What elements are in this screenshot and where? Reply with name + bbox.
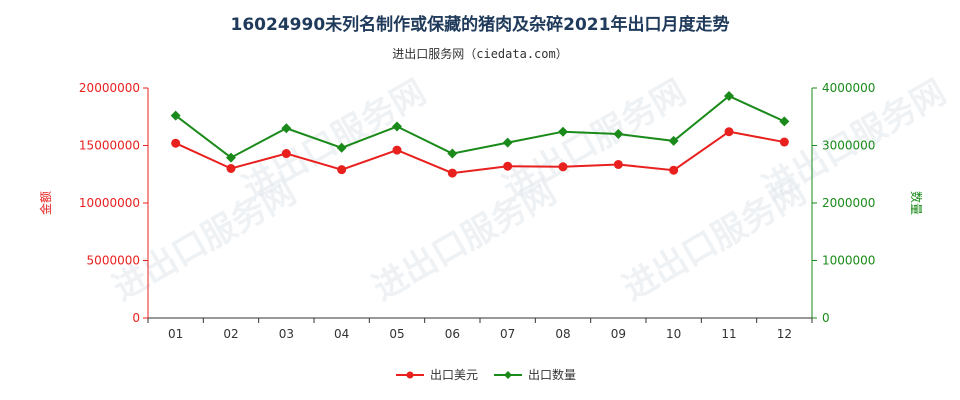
x-tick-label: 07 [500, 327, 515, 341]
data-point-diamond [613, 129, 624, 139]
data-point-diamond [779, 116, 790, 127]
x-tick-label: 12 [777, 327, 792, 341]
series-line-1 [175, 130, 785, 175]
x-tick-label: 10 [666, 327, 681, 341]
chart-title: 16024990未列名制作或保藏的猪肉及杂碎2021年出口月度走势 [231, 14, 730, 35]
y-right-tick-label: 2000000 [822, 196, 875, 210]
data-point-diamond [668, 135, 679, 146]
data-point-circle [447, 168, 457, 178]
legend-marker [504, 371, 512, 379]
data-point-diamond [502, 137, 513, 148]
x-tick-label: 09 [611, 327, 626, 341]
data-point-diamond [226, 152, 236, 163]
data-point-diamond [336, 142, 347, 153]
data-point-circle [558, 162, 568, 172]
legend-marker [406, 371, 414, 379]
y-left-axis-title: 金额 [38, 191, 53, 215]
x-tick-label: 06 [445, 327, 460, 341]
x-tick-label: 04 [334, 327, 349, 341]
series-line-2 [175, 94, 785, 159]
data-point-diamond [392, 121, 402, 132]
y-left-tick-label: 0 [132, 311, 140, 325]
x-tick-label: 05 [389, 327, 404, 341]
axes: 01 02 03 04 05 06 07 08 09 10 11 120500000010000000… [38, 81, 924, 341]
data-point-circle [779, 137, 789, 147]
y-right-tick-label: 3000000 [822, 139, 875, 153]
data-point-circle [226, 164, 236, 173]
y-right-tick-label: 0 [822, 311, 830, 325]
legend-label-1: 出口美元 [430, 368, 478, 382]
legend[interactable]: 出口美元 出口数量 [396, 367, 576, 382]
y-right-tick-label: 1000000 [822, 254, 875, 268]
data-point-diamond [447, 148, 458, 159]
y-right-axis-title: 数量 [909, 191, 924, 215]
data-point-circle [613, 159, 623, 169]
y-left-tick-label: 10000000 [79, 196, 140, 210]
data-point-circle [171, 138, 181, 148]
data-point-circle [392, 145, 402, 155]
data-point-circle [724, 127, 734, 137]
x-tick-label: 02 [223, 327, 238, 341]
y-right-tick-label: 4000000 [822, 81, 875, 95]
data-point-diamond [724, 91, 734, 102]
x-tick-label: 03 [279, 327, 294, 341]
x-tick-label: 08 [555, 327, 570, 341]
watermark-text: 进出口服务网 [236, 72, 433, 209]
data-point-circle [281, 149, 291, 159]
data-point-diamond [281, 123, 292, 134]
data-point-diamond [558, 126, 568, 137]
x-tick-label: 01 [168, 327, 183, 341]
data-point-circle [669, 165, 679, 175]
plot-area [170, 91, 790, 178]
data-point-diamond [170, 110, 181, 121]
y-left-tick-label: 20000000 [79, 81, 140, 95]
x-tick-label: 11 [721, 327, 736, 341]
legend-label-2: 出口数量 [528, 367, 576, 382]
data-point-circle [337, 165, 347, 175]
y-left-tick-label: 5000000 [87, 254, 140, 268]
data-point-circle [503, 161, 513, 171]
y-left-tick-label: 15000000 [79, 139, 140, 153]
chart-subtitle: 进出口服务网（ciedata.com） [392, 46, 567, 61]
